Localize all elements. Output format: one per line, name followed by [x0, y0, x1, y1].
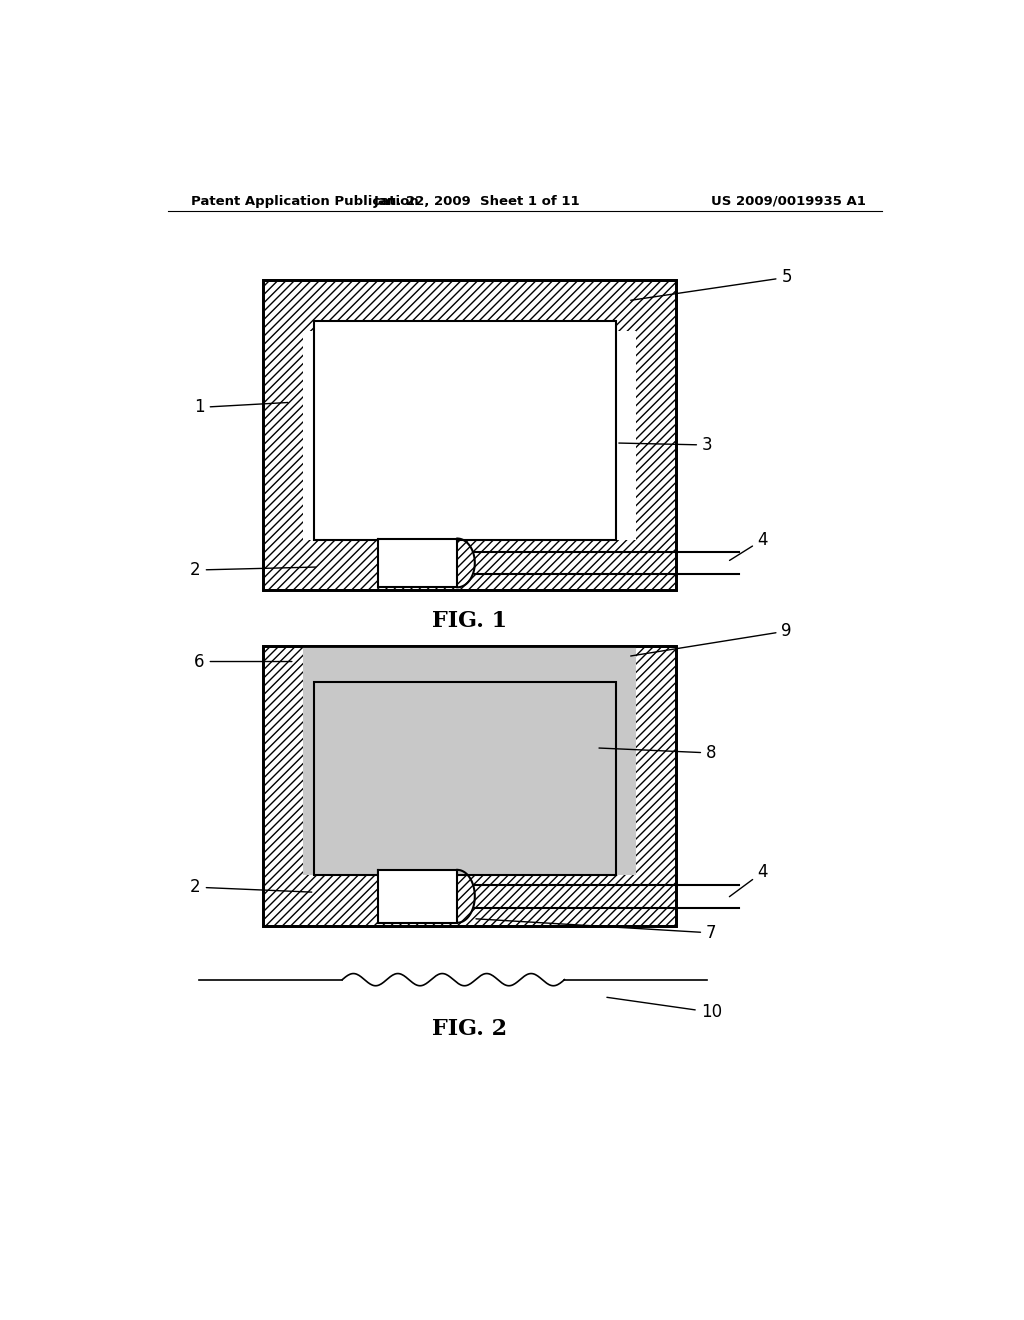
Bar: [263, 647, 676, 925]
Text: 10: 10: [607, 998, 722, 1022]
Bar: [314, 321, 616, 540]
Text: 7: 7: [476, 919, 717, 942]
Text: 2: 2: [190, 878, 311, 896]
Text: 9: 9: [631, 622, 792, 656]
Bar: [263, 647, 676, 925]
Bar: [263, 280, 676, 590]
Bar: [378, 870, 458, 923]
Text: 5: 5: [631, 268, 792, 300]
Bar: [378, 539, 458, 587]
Text: 6: 6: [195, 652, 292, 671]
Bar: [314, 682, 616, 875]
Text: 4: 4: [729, 863, 768, 896]
Text: 1: 1: [195, 399, 288, 416]
Text: US 2009/0019935 A1: US 2009/0019935 A1: [712, 194, 866, 207]
Text: FIG. 2: FIG. 2: [432, 1019, 507, 1040]
Text: Jan. 22, 2009  Sheet 1 of 11: Jan. 22, 2009 Sheet 1 of 11: [374, 194, 581, 207]
Bar: [263, 647, 676, 925]
Bar: [263, 280, 676, 590]
Bar: [303, 331, 636, 540]
Text: 4: 4: [729, 531, 768, 561]
Text: 8: 8: [599, 744, 717, 762]
Text: 3: 3: [618, 436, 713, 454]
Bar: [303, 647, 636, 875]
Text: 2: 2: [190, 561, 315, 579]
Text: FIG. 1: FIG. 1: [432, 610, 507, 632]
Bar: [263, 280, 676, 590]
Text: Patent Application Publication: Patent Application Publication: [191, 194, 419, 207]
